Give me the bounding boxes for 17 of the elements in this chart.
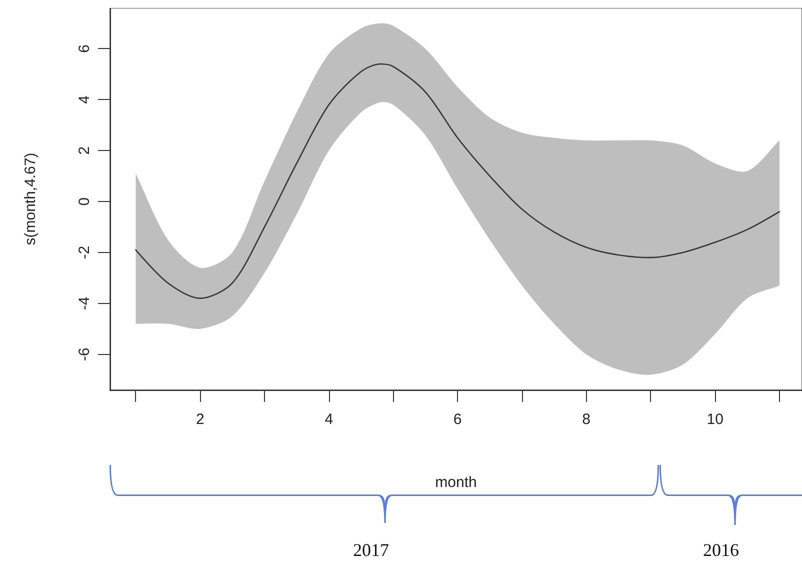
x-tick-label: 10 [706, 411, 724, 428]
y-tick-label: -6 [76, 348, 93, 362]
y-tick-label: 0 [76, 197, 93, 206]
y-tick-label: -4 [76, 296, 93, 310]
x-tick-label: 2 [196, 411, 204, 428]
y-tick-label: 2 [76, 146, 93, 155]
x-tick-label: 8 [582, 411, 591, 428]
text: 2016 [703, 540, 739, 561]
y-tick-label: 6 [76, 44, 93, 53]
y-tick-label: -2 [76, 246, 93, 260]
x-tick-label: 6 [453, 411, 462, 428]
x-tick-label: 4 [324, 411, 334, 428]
text: 2017 [353, 540, 389, 561]
y-tick-label: 4 [76, 96, 93, 104]
line-series [135, 63, 780, 299]
x-axis-title: month [435, 474, 477, 491]
y-axis-title: s(month,4.67) [22, 152, 39, 246]
